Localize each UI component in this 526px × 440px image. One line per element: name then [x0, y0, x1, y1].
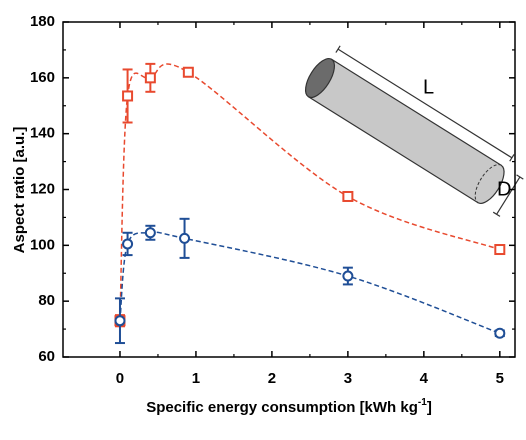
annotation: L	[423, 76, 434, 98]
plot-frame	[62, 21, 516, 358]
x-tick-label: 2	[268, 370, 276, 387]
y-tick-label: 120	[30, 180, 55, 197]
point	[342, 270, 354, 282]
x-axis-label: Specific energy consumption [kWh kg-1]	[146, 397, 432, 416]
point	[122, 90, 134, 102]
trend-line	[119, 231, 501, 334]
point	[144, 72, 156, 84]
x-tick-label: 0	[116, 370, 124, 387]
cylinder-illustration	[304, 45, 524, 217]
point	[182, 66, 194, 78]
y-axis-label: Aspect ratio [a.u.]	[11, 127, 28, 254]
point	[114, 315, 126, 327]
y-tick-label: 160	[30, 69, 55, 86]
y-tick-label: 80	[38, 292, 55, 309]
point	[494, 244, 506, 256]
point	[122, 238, 134, 250]
x-axis-label-end: ]	[427, 399, 432, 416]
point	[342, 190, 354, 202]
annotation: D	[497, 178, 511, 200]
x-tick-label: 4	[420, 370, 429, 387]
y-tick-label: 140	[30, 125, 55, 142]
x-tick-label: 5	[496, 370, 504, 387]
x-axis-label-sup: -1	[418, 397, 427, 408]
y-tick-label: 180	[30, 13, 55, 30]
trend-line	[119, 63, 501, 321]
y-tick-label: 60	[38, 348, 55, 365]
x-axis-label-text: Specific energy consumption [kWh kg	[146, 399, 418, 416]
y-tick-label: 100	[30, 236, 55, 253]
point	[179, 232, 191, 244]
x-tick-label: 1	[192, 370, 200, 387]
point	[494, 327, 506, 339]
x-tick-label: 3	[344, 370, 352, 387]
point	[144, 227, 156, 239]
